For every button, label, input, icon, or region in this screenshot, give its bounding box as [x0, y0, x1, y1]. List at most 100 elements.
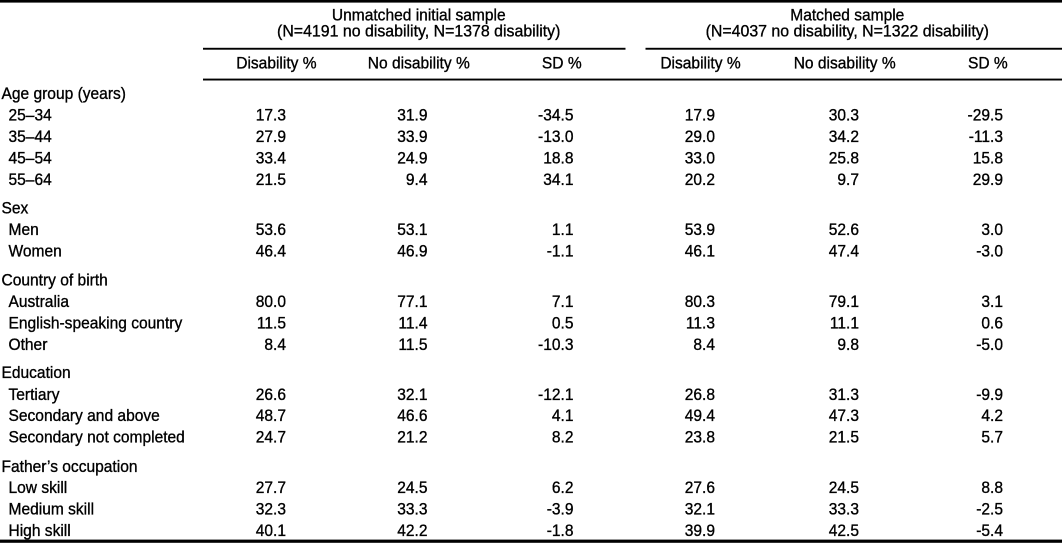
svg-text:9.8: 9.8: [837, 335, 859, 354]
svg-text:48.7: 48.7: [256, 406, 286, 425]
svg-text:39.9: 39.9: [685, 521, 715, 540]
svg-text:24.5: 24.5: [397, 478, 427, 497]
svg-text:-9.9: -9.9: [976, 385, 1003, 404]
svg-text:34.2: 34.2: [829, 127, 859, 146]
svg-text:11.5: 11.5: [257, 314, 286, 333]
svg-text:Unmatched initial sample: Unmatched initial sample: [332, 6, 506, 25]
svg-text:(N=4191 no disability, N=1378: (N=4191 no disability, N=1378 disability…: [277, 22, 560, 41]
svg-text:Tertiary: Tertiary: [9, 385, 60, 404]
svg-text:45–54: 45–54: [9, 149, 52, 168]
svg-text:High skill: High skill: [9, 521, 71, 540]
svg-text:Men: Men: [9, 220, 39, 239]
svg-text:9.4: 9.4: [406, 170, 428, 189]
svg-text:42.2: 42.2: [397, 521, 427, 540]
svg-text:55–64: 55–64: [9, 170, 52, 189]
svg-text:24.7: 24.7: [256, 428, 286, 447]
svg-text:31.3: 31.3: [829, 385, 859, 404]
svg-text:8.4: 8.4: [693, 335, 715, 354]
svg-text:-1.8: -1.8: [547, 521, 574, 540]
svg-text:79.1: 79.1: [829, 292, 859, 311]
svg-text:24.9: 24.9: [397, 149, 427, 168]
svg-text:0.5: 0.5: [552, 314, 574, 333]
svg-text:Medium skill: Medium skill: [9, 500, 95, 519]
svg-text:17.9: 17.9: [685, 106, 715, 125]
svg-text:35–44: 35–44: [9, 127, 52, 146]
svg-text:21.2: 21.2: [397, 428, 427, 447]
svg-text:3.0: 3.0: [981, 220, 1003, 239]
svg-text:-2.5: -2.5: [976, 500, 1003, 519]
svg-text:24.5: 24.5: [829, 478, 859, 497]
svg-text:Disability %: Disability %: [236, 53, 316, 72]
svg-text:Father’s occupation: Father’s occupation: [2, 457, 138, 476]
svg-text:Age group (years): Age group (years): [2, 84, 126, 103]
svg-text:15.8: 15.8: [973, 149, 1003, 168]
svg-text:46.9: 46.9: [397, 241, 427, 260]
svg-text:27.6: 27.6: [685, 478, 715, 497]
svg-text:-1.1: -1.1: [547, 241, 574, 260]
svg-text:8.2: 8.2: [552, 428, 574, 447]
svg-text:23.8: 23.8: [685, 428, 715, 447]
svg-text:Sex: Sex: [2, 199, 29, 218]
svg-text:33.3: 33.3: [397, 500, 427, 519]
svg-text:52.6: 52.6: [829, 220, 859, 239]
svg-text:53.6: 53.6: [256, 220, 286, 239]
svg-text:46.6: 46.6: [397, 406, 427, 425]
svg-text:-3.0: -3.0: [976, 241, 1003, 260]
svg-text:-11.3: -11.3: [969, 127, 1003, 146]
svg-text:-3.9: -3.9: [547, 500, 574, 519]
svg-text:27.9: 27.9: [256, 127, 286, 146]
svg-text:46.4: 46.4: [256, 241, 286, 260]
svg-text:6.2: 6.2: [552, 478, 574, 497]
svg-text:77.1: 77.1: [397, 292, 427, 311]
svg-text:9.7: 9.7: [837, 170, 859, 189]
svg-text:11.1: 11.1: [830, 314, 859, 333]
svg-text:-12.1: -12.1: [538, 385, 573, 404]
svg-text:8.4: 8.4: [264, 335, 286, 354]
svg-text:11.3: 11.3: [686, 314, 715, 333]
svg-text:53.9: 53.9: [685, 220, 715, 239]
svg-text:47.4: 47.4: [829, 241, 859, 260]
svg-text:11.5: 11.5: [398, 335, 427, 354]
svg-text:18.8: 18.8: [543, 149, 573, 168]
svg-text:25.8: 25.8: [829, 149, 859, 168]
svg-text:47.3: 47.3: [829, 406, 859, 425]
svg-text:Disability %: Disability %: [660, 53, 740, 72]
svg-text:34.1: 34.1: [543, 170, 573, 189]
svg-text:17.3: 17.3: [256, 106, 286, 125]
svg-text:30.3: 30.3: [829, 106, 859, 125]
svg-text:1.1: 1.1: [552, 220, 574, 239]
svg-text:Matched sample: Matched sample: [790, 6, 904, 25]
svg-text:33.9: 33.9: [397, 127, 427, 146]
svg-text:21.5: 21.5: [829, 428, 859, 447]
svg-text:4.1: 4.1: [552, 406, 574, 425]
svg-text:SD %: SD %: [542, 53, 582, 72]
svg-text:No disability %: No disability %: [368, 53, 470, 72]
svg-text:-10.3: -10.3: [538, 335, 573, 354]
svg-text:27.7: 27.7: [256, 478, 286, 497]
svg-text:Other: Other: [9, 335, 48, 354]
svg-text:29.9: 29.9: [973, 170, 1003, 189]
svg-text:Country of birth: Country of birth: [2, 271, 108, 290]
svg-text:33.4: 33.4: [256, 149, 286, 168]
svg-text:No disability %: No disability %: [794, 53, 896, 72]
svg-text:32.1: 32.1: [397, 385, 427, 404]
svg-text:26.8: 26.8: [685, 385, 715, 404]
svg-text:-29.5: -29.5: [968, 106, 1003, 125]
svg-text:26.6: 26.6: [256, 385, 286, 404]
svg-text:29.0: 29.0: [685, 127, 715, 146]
svg-text:8.8: 8.8: [981, 478, 1003, 497]
svg-text:0.6: 0.6: [981, 314, 1003, 333]
svg-text:(N=4037 no disability, N=1322: (N=4037 no disability, N=1322 disability…: [706, 22, 989, 41]
svg-text:-13.0: -13.0: [538, 127, 573, 146]
svg-text:Low skill: Low skill: [9, 478, 68, 497]
svg-text:5.7: 5.7: [981, 428, 1003, 447]
svg-text:Australia: Australia: [9, 292, 70, 311]
svg-text:4.2: 4.2: [981, 406, 1003, 425]
svg-text:7.1: 7.1: [552, 292, 574, 311]
svg-text:49.4: 49.4: [685, 406, 715, 425]
svg-text:20.2: 20.2: [685, 170, 715, 189]
svg-text:Secondary not completed: Secondary not completed: [9, 428, 185, 447]
svg-text:Secondary and above: Secondary and above: [9, 406, 160, 425]
svg-text:32.1: 32.1: [685, 500, 715, 519]
svg-text:33.0: 33.0: [685, 149, 715, 168]
